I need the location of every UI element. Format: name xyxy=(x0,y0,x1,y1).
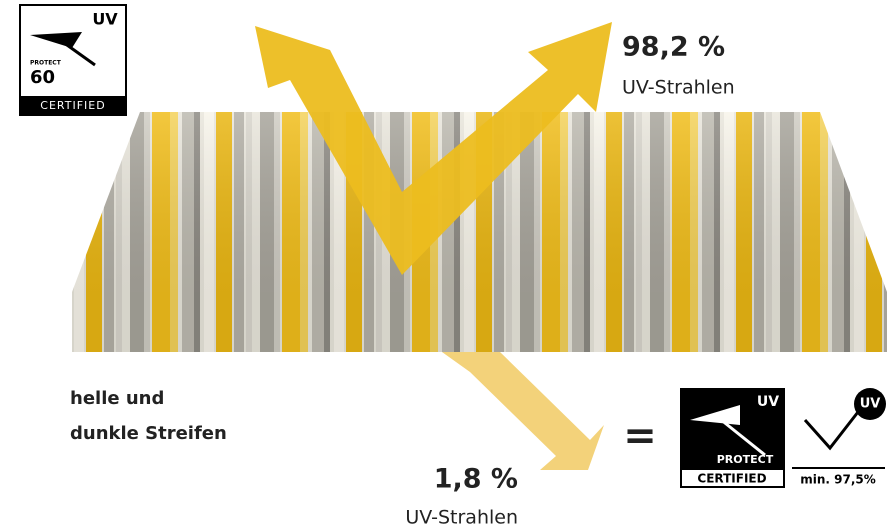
badge-uv: UV xyxy=(757,394,779,410)
badge-min: UV min. 97,5% xyxy=(792,388,886,487)
ray-icon xyxy=(805,412,858,448)
badge-rating: 60 xyxy=(30,67,55,88)
badge-protect: PROTECT xyxy=(717,453,774,466)
transmitted-beam xyxy=(442,352,604,470)
fabric-label: dunkle Streifen xyxy=(70,423,227,444)
transmitted-label: UV-Strahlen xyxy=(405,507,518,529)
fabric-label: helle und xyxy=(70,388,164,409)
badge-protect: PROTECT xyxy=(30,60,62,67)
fabric-front-shade xyxy=(72,292,887,352)
transmitted-value: 1,8 % xyxy=(434,464,518,495)
reflected-value: 98,2 % xyxy=(622,32,725,63)
badge-certified: CERTIFIED xyxy=(697,472,766,486)
reflected-label: UV-Strahlen xyxy=(622,77,735,99)
equals-sign: = xyxy=(623,413,657,459)
badge-top: UV PROTECT 60 CERTIFIED xyxy=(20,5,126,115)
badge-uv: UV xyxy=(92,10,118,29)
badge-min-text: min. 97,5% xyxy=(800,473,876,487)
badge-certified: CERTIFIED xyxy=(40,99,105,112)
badge-bottom: UV PROTECT CERTIFIED xyxy=(680,388,785,488)
badge-uv: UV xyxy=(860,397,881,412)
infographic: UV PROTECT 60 CERTIFIED 98,2 % UV-Strahl… xyxy=(0,0,887,532)
